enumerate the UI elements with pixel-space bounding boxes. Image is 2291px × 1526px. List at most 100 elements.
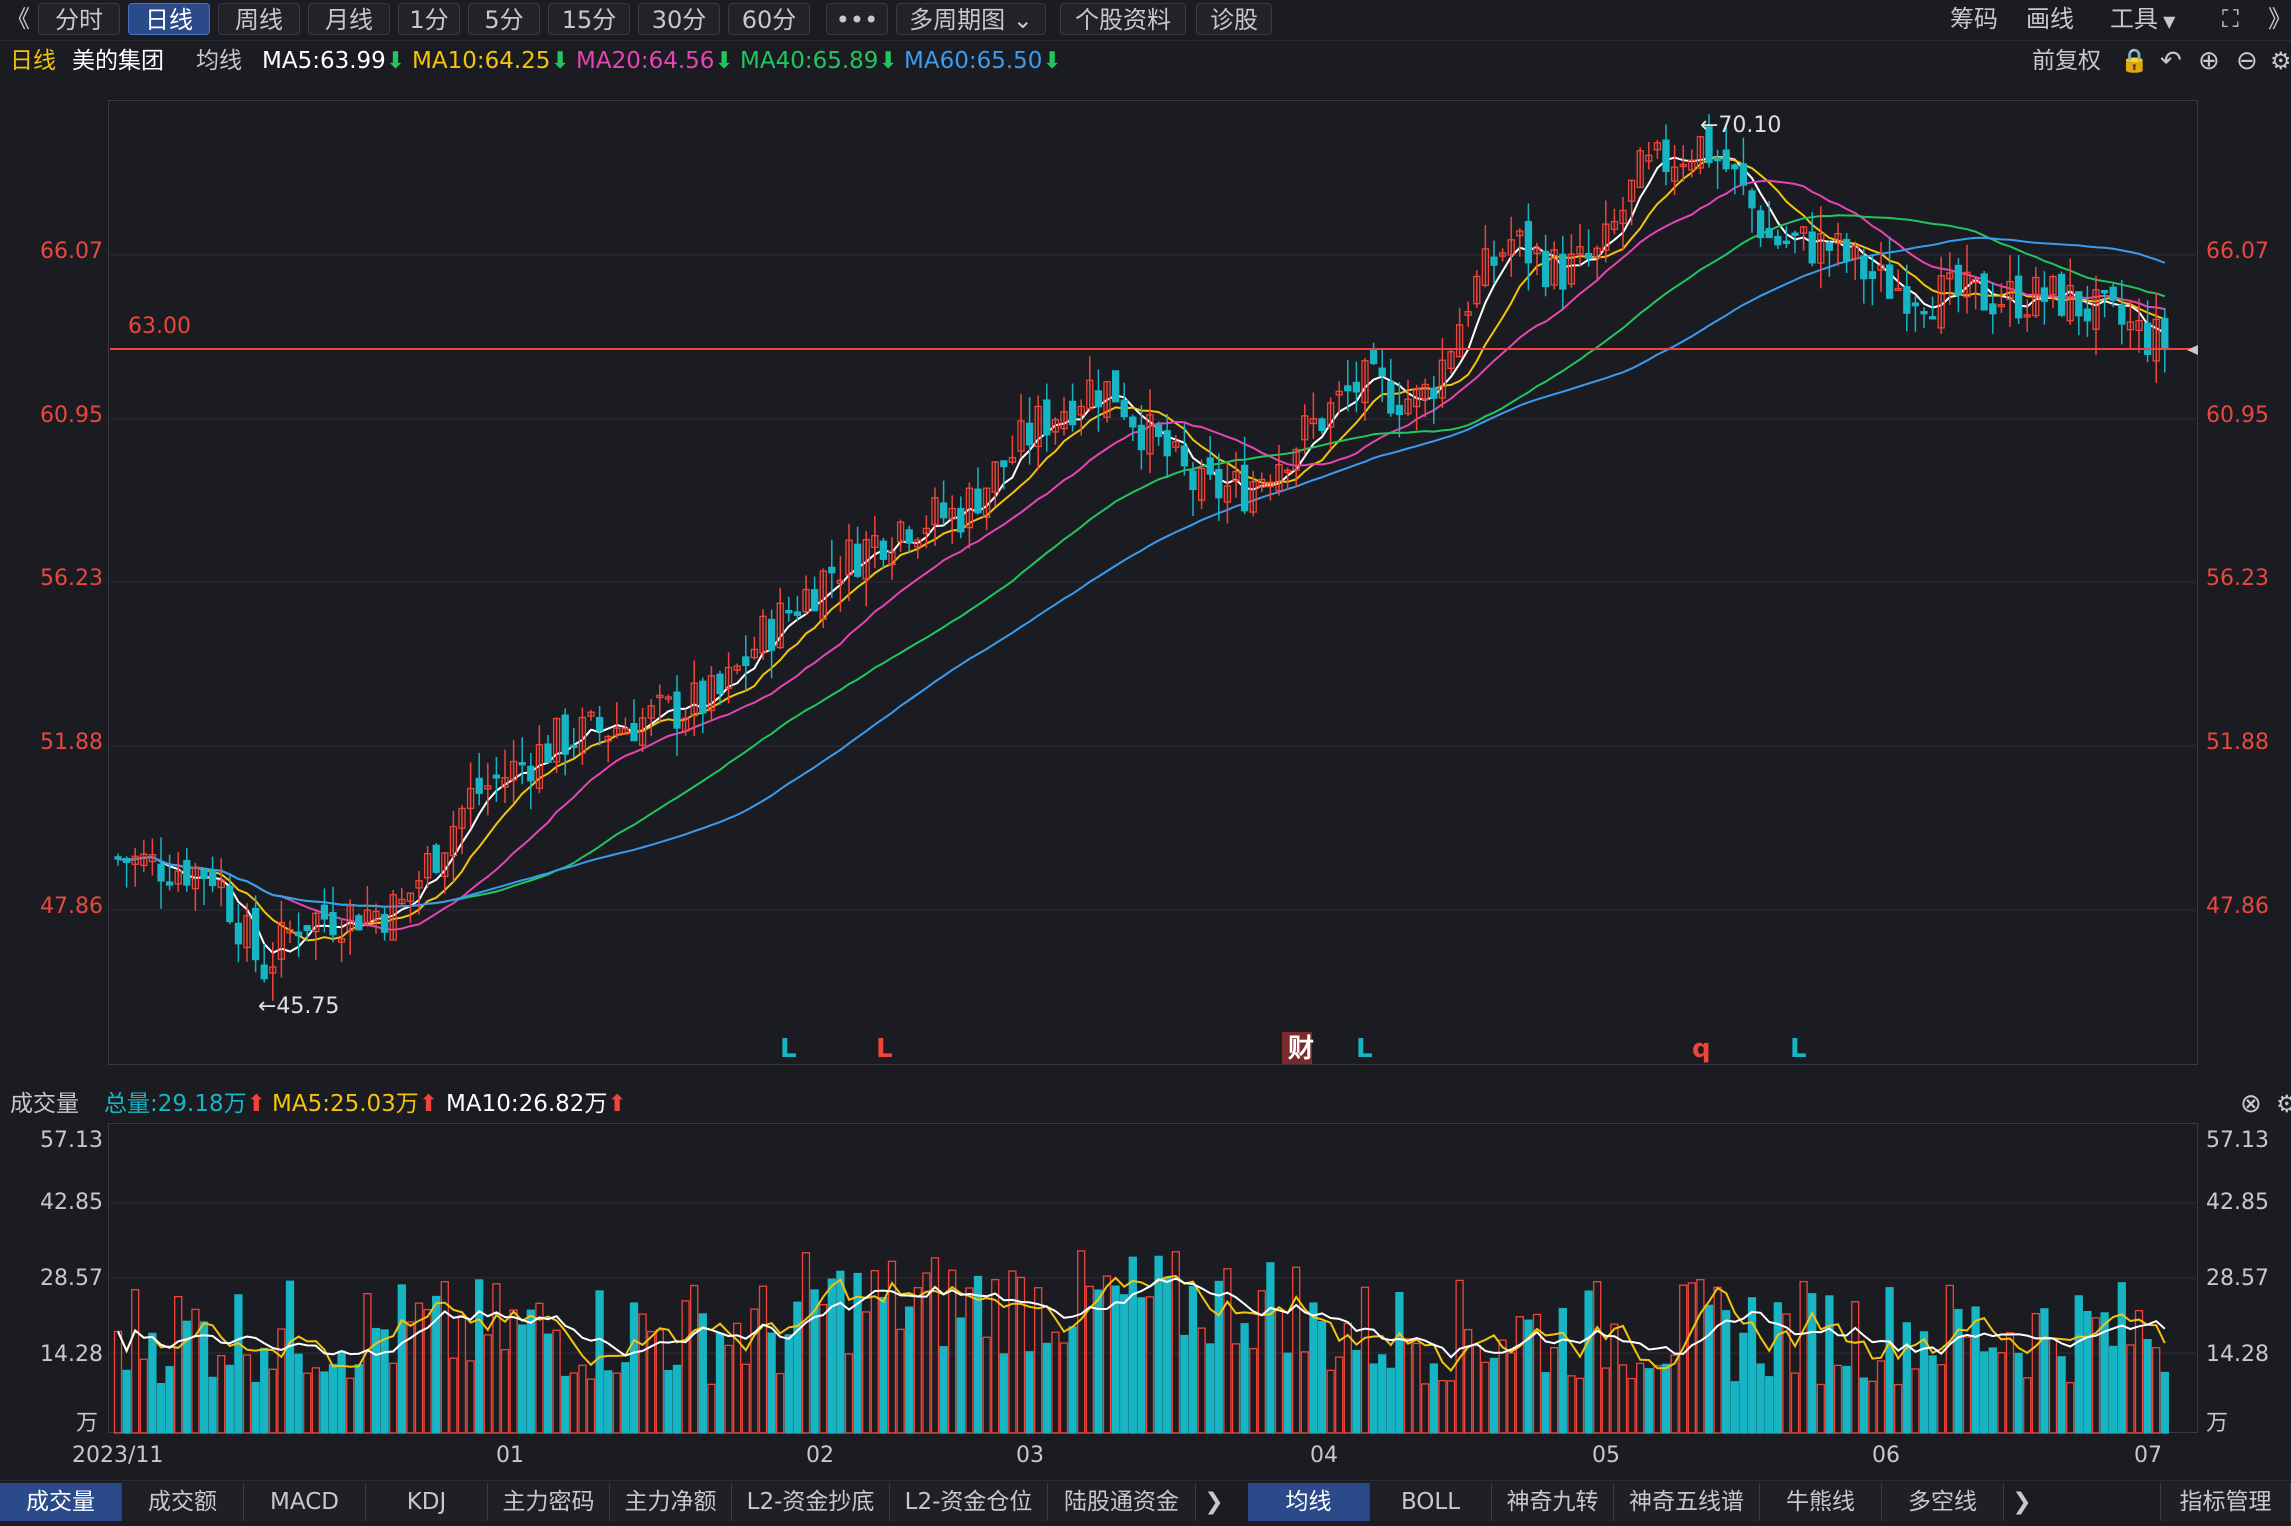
tab-boll[interactable]: BOLL — [1370, 1483, 1492, 1521]
candle-up — [656, 694, 664, 699]
tab-5min[interactable]: 5分 — [468, 3, 540, 35]
tab-northbound[interactable]: 陆股通资金 — [1048, 1483, 1196, 1521]
candle-down — [1068, 400, 1077, 426]
multi-period-button[interactable]: 多周期图 ⌄ — [896, 3, 1046, 35]
adjust-label[interactable]: 前复权 — [2032, 48, 2101, 74]
candle-up — [802, 588, 810, 613]
tab-weekly[interactable]: 周线 — [218, 3, 300, 35]
candle-down — [1000, 460, 1008, 468]
volume-bar-up — [1145, 1296, 1155, 1434]
tab-15min[interactable]: 15分 — [548, 3, 630, 35]
ma20-value: MA20:64.56⬇ — [576, 46, 734, 76]
collapse-icon[interactable]: 《 — [6, 5, 30, 33]
candle-up — [1696, 136, 1705, 169]
candle-up — [1636, 150, 1644, 188]
candle-down — [1756, 210, 1765, 239]
diagnose-button[interactable]: 诊股 — [1196, 3, 1272, 35]
volume-ma10-text: MA10:26.82万 — [446, 1091, 608, 1117]
volume-bar-down — [1859, 1377, 1868, 1434]
tab-five-line[interactable]: 神奇五线谱 — [1614, 1483, 1760, 1521]
tab-30min[interactable]: 30分 — [638, 3, 720, 35]
zoom-in-icon[interactable]: ⊕ — [2198, 46, 2220, 76]
volume-bar-down — [1378, 1354, 1387, 1434]
volume-bar-up — [500, 1348, 510, 1434]
volume-bar-up — [1937, 1364, 1946, 1434]
next-icon[interactable]: 》 — [2268, 5, 2291, 33]
more-button[interactable]: ••• — [826, 3, 888, 35]
candle-up — [1817, 233, 1825, 264]
volume-bar-up — [1300, 1351, 1309, 1434]
tab-ma[interactable]: 均线 — [1248, 1483, 1370, 1521]
volume-bar-down — [836, 1270, 845, 1434]
candle-down — [1980, 273, 1988, 311]
x-tick: 02 — [806, 1443, 834, 1468]
tab-main-net[interactable]: 主力净额 — [610, 1483, 732, 1521]
undo-icon[interactable]: ↶ — [2160, 46, 2182, 76]
tab-turnover[interactable]: 成交额 — [122, 1483, 244, 1521]
indicator-manage-button[interactable]: 指标管理 — [2160, 1483, 2291, 1521]
candle-down — [879, 540, 888, 560]
tab-bull-bear[interactable]: 牛熊线 — [1760, 1483, 1882, 1521]
settings-icon[interactable]: ⚙ — [2270, 47, 2291, 75]
volume-bar-up — [483, 1334, 492, 1434]
volume-bar-down — [1541, 1372, 1550, 1434]
tab-macd[interactable]: MACD — [244, 1483, 366, 1521]
candle-down — [2083, 308, 2092, 322]
candle-down — [1731, 164, 1739, 170]
volume-bar-down — [999, 1353, 1008, 1434]
scroll-right-icon[interactable]: ❯ — [1204, 1489, 1224, 1515]
tab-nine-turn[interactable]: 神奇九转 — [1492, 1483, 1614, 1521]
scroll-right-icon[interactable]: ❯ — [2012, 1489, 2032, 1515]
volume-bar-up — [1816, 1383, 1825, 1434]
tab-l2-bottom[interactable]: L2-资金抄底 — [732, 1483, 890, 1521]
candle-down — [475, 777, 483, 794]
tab-long-short[interactable]: 多空线 — [1882, 1483, 2004, 1521]
candle-up — [2135, 320, 2143, 332]
chips-button[interactable]: 筹码 — [1950, 5, 1998, 33]
tab-volume[interactable]: 成交量 — [0, 1483, 122, 1521]
close-panel-icon[interactable]: ⊗ — [2240, 1089, 2262, 1119]
candle-up — [1275, 464, 1283, 492]
candle-down — [544, 743, 552, 763]
volume-bar-down — [475, 1279, 484, 1434]
candlestick-chart[interactable] — [108, 100, 2198, 1065]
candle-up — [1301, 415, 1309, 441]
tab-monthly[interactable]: 月线 — [308, 3, 390, 35]
tools-button[interactable]: 工具 ▼ — [2110, 3, 2175, 35]
stock-info-button[interactable]: 个股资料 — [1060, 3, 1186, 35]
candle-down — [767, 618, 776, 651]
volume-bar-up — [750, 1308, 759, 1434]
tab-l2-position[interactable]: L2-资金仓位 — [890, 1483, 1048, 1521]
zoom-out-icon[interactable]: ⊖ — [2236, 46, 2258, 76]
settings-icon[interactable]: ⚙ — [2276, 1090, 2291, 1118]
candle-up — [922, 527, 931, 534]
tab-60min[interactable]: 60分 — [728, 3, 810, 35]
tools-label: 工具 — [2110, 5, 2158, 33]
candle-down — [1352, 381, 1361, 393]
volume-bar-down — [1765, 1376, 1774, 1434]
tab-kdj[interactable]: KDJ — [366, 1483, 488, 1521]
volume-bar-up — [681, 1300, 690, 1434]
volume-bar-up — [1421, 1383, 1430, 1434]
volume-bar-down — [1928, 1355, 1937, 1434]
volume-bar-up — [991, 1278, 1000, 1434]
fullscreen-icon[interactable]: ⛶ — [2222, 5, 2239, 33]
tab-1min[interactable]: 1分 — [398, 3, 460, 35]
volume-bar-up — [414, 1302, 424, 1434]
tab-fenshi[interactable]: 分时 — [38, 3, 120, 35]
volume-bar-down — [285, 1280, 295, 1434]
volume-bar-down — [1128, 1256, 1137, 1434]
volume-bar-down — [621, 1362, 630, 1434]
volume-bar-down — [380, 1329, 389, 1434]
draw-line-button[interactable]: 画线 — [2026, 5, 2074, 33]
volume-bar-down — [810, 1289, 819, 1434]
candle-up — [1799, 226, 1808, 234]
tab-main-code[interactable]: 主力密码 — [488, 1483, 610, 1521]
candle-down — [1713, 157, 1722, 162]
volume-bar-up — [913, 1287, 922, 1434]
lock-icon[interactable]: 🔒 — [2120, 48, 2149, 74]
tab-daily[interactable]: 日线 — [128, 3, 210, 35]
candle-up — [681, 717, 690, 732]
event-marker: L — [780, 1034, 797, 1064]
ma-label[interactable]: 均线 — [196, 48, 242, 74]
